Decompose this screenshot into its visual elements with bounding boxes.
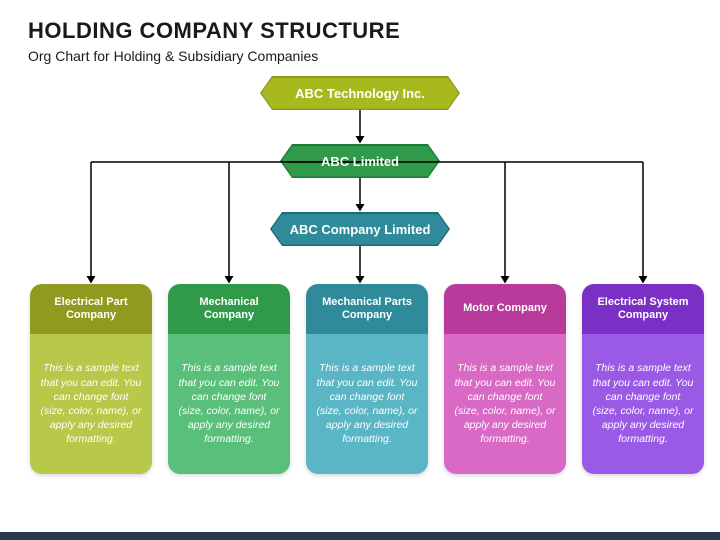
card-head: Electrical Part Company	[30, 284, 152, 334]
node-mid1-label: ABC Limited	[321, 154, 399, 169]
card-head: Mechanical Company	[168, 284, 290, 334]
node-mid1: ABC Limited	[280, 144, 440, 178]
page-subtitle: Org Chart for Holding & Subsidiary Compa…	[28, 48, 692, 64]
footer-bar	[0, 532, 720, 540]
card-head: Motor Company	[444, 284, 566, 334]
card-body: This is a sample text that you can edit.…	[582, 334, 704, 474]
card-body: This is a sample text that you can edit.…	[306, 334, 428, 474]
card-body: This is a sample text that you can edit.…	[30, 334, 152, 474]
node-mid2: ABC Company Limited	[270, 212, 450, 246]
page-title: HOLDING COMPANY STRUCTURE	[28, 18, 692, 44]
subsidiary-card: Electrical System CompanyThis is a sampl…	[582, 284, 704, 474]
card-body: This is a sample text that you can edit.…	[444, 334, 566, 474]
node-root: ABC Technology Inc.	[260, 76, 460, 110]
subsidiary-card: Motor CompanyThis is a sample text that …	[444, 284, 566, 474]
card-head: Electrical System Company	[582, 284, 704, 334]
org-chart: ABC Technology Inc. ABC Limited ABC Comp…	[0, 70, 720, 530]
header: HOLDING COMPANY STRUCTURE Org Chart for …	[0, 0, 720, 64]
subsidiary-card: Mechanical CompanyThis is a sample text …	[168, 284, 290, 474]
card-head: Mechanical Parts Company	[306, 284, 428, 334]
node-mid2-label: ABC Company Limited	[290, 222, 431, 237]
subsidiary-card: Mechanical Parts CompanyThis is a sample…	[306, 284, 428, 474]
subsidiary-card: Electrical Part CompanyThis is a sample …	[30, 284, 152, 474]
card-body: This is a sample text that you can edit.…	[168, 334, 290, 474]
node-root-label: ABC Technology Inc.	[295, 86, 425, 101]
